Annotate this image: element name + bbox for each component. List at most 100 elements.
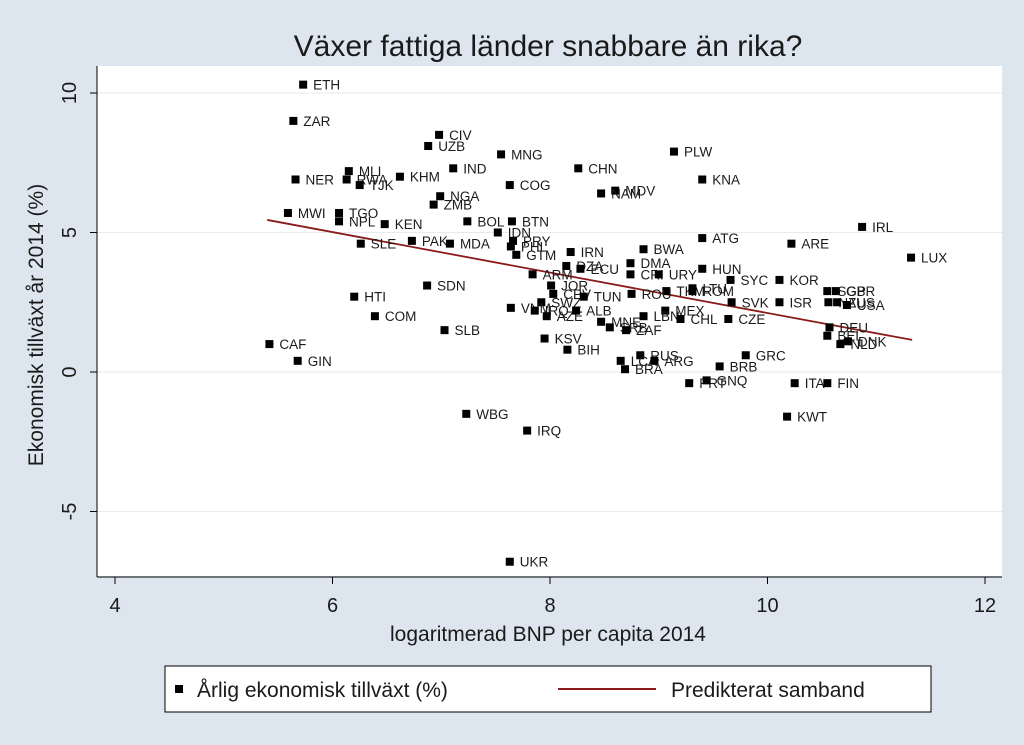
data-point bbox=[783, 412, 792, 421]
data-point bbox=[833, 298, 842, 307]
data-point bbox=[424, 142, 433, 151]
data-point-label: BRA bbox=[635, 362, 663, 377]
data-point bbox=[506, 303, 515, 312]
data-point bbox=[622, 326, 631, 335]
data-point-label: ZAR bbox=[303, 114, 330, 129]
data-point bbox=[370, 312, 379, 321]
data-point-label: ZMB bbox=[444, 198, 473, 213]
data-point-label: PAK bbox=[422, 234, 448, 249]
data-point-label: BEL bbox=[837, 329, 863, 344]
data-point-label: KOR bbox=[789, 273, 819, 288]
data-point-label: NLD bbox=[850, 337, 877, 352]
data-point-label: RWA bbox=[357, 172, 388, 187]
data-point bbox=[335, 217, 344, 226]
data-point bbox=[605, 323, 614, 332]
data-point bbox=[741, 351, 750, 360]
data-point-label: DEU bbox=[839, 320, 868, 335]
data-point bbox=[702, 376, 711, 385]
data-point bbox=[775, 298, 784, 307]
data-point-label: BOL bbox=[477, 214, 505, 229]
data-point-label: NER bbox=[306, 172, 335, 187]
data-point bbox=[299, 80, 308, 89]
data-point-label: LCA bbox=[631, 354, 657, 369]
data-point-label: SWZ bbox=[551, 295, 581, 310]
x-tick-label: 10 bbox=[756, 595, 778, 617]
data-point-label: SYC bbox=[741, 273, 769, 288]
data-point bbox=[907, 253, 916, 262]
data-point bbox=[507, 217, 516, 226]
data-point-label: PHL bbox=[521, 239, 548, 254]
data-point bbox=[611, 186, 620, 195]
data-point bbox=[563, 345, 572, 354]
data-point-label: ARG bbox=[664, 354, 693, 369]
data-point bbox=[715, 362, 724, 371]
data-point-label: UZB bbox=[438, 139, 465, 154]
data-point bbox=[597, 317, 606, 326]
data-point bbox=[574, 164, 583, 173]
data-point bbox=[639, 312, 648, 321]
data-point bbox=[440, 326, 449, 335]
data-point-label: IRN bbox=[581, 245, 604, 260]
data-point bbox=[344, 167, 353, 176]
data-point-label: AUS bbox=[847, 295, 875, 310]
fit-line bbox=[267, 219, 913, 341]
data-point bbox=[395, 172, 404, 181]
data-point-label: KHM bbox=[410, 170, 440, 185]
fit-line-group bbox=[267, 219, 913, 341]
data-point-label: DMA bbox=[640, 256, 670, 271]
data-point-label: GNQ bbox=[717, 373, 748, 388]
data-point bbox=[843, 337, 852, 346]
data-point-label: LBN bbox=[654, 309, 680, 324]
data-point bbox=[537, 298, 546, 307]
data-point bbox=[662, 287, 671, 296]
data-point-label: KNA bbox=[712, 172, 740, 187]
data-point-label: KWT bbox=[797, 410, 827, 425]
data-point bbox=[823, 331, 832, 340]
data-point-label: TGO bbox=[349, 206, 378, 221]
data-point bbox=[823, 287, 832, 296]
data-point bbox=[291, 175, 300, 184]
legend-marker-icon bbox=[175, 685, 183, 693]
data-point bbox=[449, 164, 458, 173]
data-point-label: ISR bbox=[789, 295, 812, 310]
data-point-label: MNG bbox=[511, 147, 543, 162]
data-point-label: ETH bbox=[313, 78, 340, 93]
data-point bbox=[528, 270, 537, 279]
data-point bbox=[698, 175, 707, 184]
data-point bbox=[342, 175, 351, 184]
data-point-label: BRB bbox=[730, 359, 758, 374]
legend-entry-fit: Predikterat samband bbox=[671, 679, 865, 702]
data-point bbox=[639, 245, 648, 254]
data-point bbox=[824, 298, 833, 307]
data-point bbox=[530, 306, 539, 315]
data-point-label: SDN bbox=[437, 279, 466, 294]
data-point-label: ECU bbox=[590, 262, 619, 277]
data-point-label: JOR bbox=[561, 279, 588, 294]
data-point bbox=[356, 239, 365, 248]
data-point bbox=[512, 250, 521, 259]
data-point bbox=[505, 557, 514, 566]
x-tick-label: 12 bbox=[974, 595, 996, 617]
data-point-label: HUN bbox=[712, 262, 741, 277]
data-point-label: MNE bbox=[611, 315, 641, 330]
data-point-label: CIV bbox=[449, 128, 472, 143]
data-point bbox=[549, 289, 558, 298]
data-point-label: ROM bbox=[702, 284, 734, 299]
data-point-label: MLI bbox=[359, 164, 382, 179]
legend: Årlig ekonomisk tillväxt (%) Predikterat… bbox=[164, 665, 932, 713]
data-point bbox=[616, 356, 625, 365]
data-point-label: IRQ bbox=[545, 304, 569, 319]
y-tick-label: 5 bbox=[59, 227, 81, 238]
data-point bbox=[832, 287, 841, 296]
data-point-label: GBR bbox=[846, 284, 876, 299]
data-point bbox=[688, 287, 697, 296]
data-point bbox=[462, 409, 471, 418]
data-point bbox=[698, 234, 707, 243]
plot-area bbox=[97, 66, 1002, 576]
data-point bbox=[724, 314, 733, 323]
data-point-label: ZAF bbox=[636, 323, 662, 338]
data-point bbox=[540, 334, 549, 343]
data-point bbox=[293, 356, 302, 365]
data-point-label: TUN bbox=[594, 290, 622, 305]
data-point bbox=[429, 200, 438, 209]
